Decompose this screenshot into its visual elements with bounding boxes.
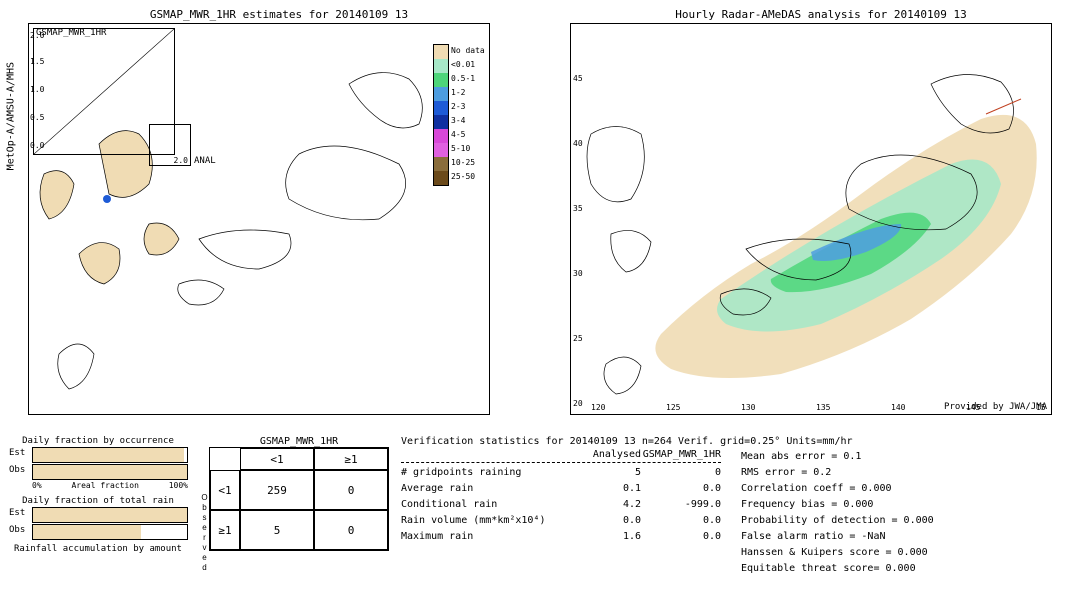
y-tick: 20 — [573, 399, 583, 408]
observed-side: Observed — [200, 470, 209, 596]
cont-c22: 0 — [314, 510, 388, 550]
right-coastline — [571, 24, 1051, 414]
axis-0: 0% — [32, 481, 42, 490]
color-legend: No data<0.010.5-11-22-33-44-55-1010-2525… — [433, 44, 493, 186]
stats-table: Analysed GSMAP_MWR_1HR # gridpoints rain… — [401, 449, 721, 577]
y-tick: 35 — [573, 204, 583, 213]
x-tick: 125 — [666, 403, 680, 412]
metric-line: RMS error = 0.2 — [741, 465, 934, 481]
est-label: Est — [9, 508, 25, 518]
cont-blank — [210, 448, 240, 470]
cont-title: GSMAP_MWR_1HR — [209, 436, 389, 447]
obs-label: Obs — [9, 465, 25, 475]
provided-by: Provided by JWA/JMA — [944, 402, 1047, 412]
top-row: GSMAP_MWR_1HR estimates for 20140109 13 … — [8, 8, 1072, 428]
metric-line: Probability of detection = 0.000 — [741, 513, 934, 529]
cont-c11: 259 — [240, 470, 314, 510]
left-map-box: MetOp-A/AMSU-A/MHS GSMAP_MWR_1HR 2.0 1.5 — [28, 23, 490, 415]
metric-line: Hanssen & Kuipers score = 0.000 — [741, 545, 934, 561]
cont-c21: 5 — [240, 510, 314, 550]
axis-label: Areal fraction — [71, 481, 138, 490]
inset-anal: 2.0 — [149, 124, 191, 166]
tot-title: Daily fraction of total rain — [8, 496, 188, 506]
col-gsmap: GSMAP_MWR_1HR — [641, 449, 721, 460]
y-tick: 25 — [573, 334, 583, 343]
occ-obs-bar: Obs — [32, 464, 188, 480]
occ-est-bar: Est — [32, 447, 188, 463]
right-map-panel: Hourly Radar-AMeDAS analysis for 2014010… — [570, 8, 1072, 428]
stats-row: Average rain0.10.0 — [401, 481, 721, 497]
contingency-table: GSMAP_MWR_1HR <1 ≥1 <1 259 0 ≥1 5 0 — [209, 436, 389, 596]
cont-row1: <1 — [210, 470, 240, 510]
right-map-box: 45 40 35 30 25 20 120 125 130 135 140 14… — [570, 23, 1052, 415]
metric-line: Frequency bias = 0.000 — [741, 497, 934, 513]
bar-section: Daily fraction by occurrence Est Obs 0% A… — [8, 436, 188, 596]
y-tick: 30 — [573, 269, 583, 278]
y-tick: 45 — [573, 74, 583, 83]
left-map-title: GSMAP_MWR_1HR estimates for 20140109 13 — [28, 8, 530, 21]
x-tick: 135 — [816, 403, 830, 412]
inset-tick: 2.0 — [174, 156, 188, 165]
stats-row: # gridpoints raining50 — [401, 465, 721, 481]
obs-label: Obs — [9, 525, 25, 535]
occ-title: Daily fraction by occurrence — [8, 436, 188, 446]
metric-line: False alarm ratio = -NaN — [741, 529, 934, 545]
metric-line: Mean abs error = 0.1 — [741, 449, 934, 465]
stats-row: Rain volume (mm*km²x10⁴)0.00.0 — [401, 513, 721, 529]
metric-line: Equitable threat score= 0.000 — [741, 561, 934, 577]
inset-anal-label: ANAL — [194, 156, 216, 166]
tot-est-bar: Est — [32, 507, 188, 523]
acc-title: Rainfall accumulation by amount — [8, 544, 188, 554]
x-tick: 130 — [741, 403, 755, 412]
col-analysed: Analysed — [571, 449, 641, 460]
metrics-list: Mean abs error = 0.1RMS error = 0.2Corre… — [741, 449, 934, 577]
contingency-wrap: Observed GSMAP_MWR_1HR <1 ≥1 <1 259 0 ≥1… — [200, 436, 389, 596]
cont-col2: ≥1 — [314, 448, 388, 470]
est-label: Est — [9, 448, 25, 458]
tot-obs-bar: Obs — [32, 524, 188, 540]
stats-header: Verification statistics for 20140109 13 … — [401, 436, 1072, 447]
right-map-title: Hourly Radar-AMeDAS analysis for 2014010… — [570, 8, 1072, 21]
stats-row: Conditional rain4.2-999.0 — [401, 497, 721, 513]
metric-line: Correlation coeff = 0.000 — [741, 481, 934, 497]
left-map-panel: GSMAP_MWR_1HR estimates for 20140109 13 … — [28, 8, 530, 428]
y-tick: 40 — [573, 139, 583, 148]
x-tick: 140 — [891, 403, 905, 412]
x-tick: 120 — [591, 403, 605, 412]
axis-100: 100% — [169, 481, 188, 490]
cont-row2: ≥1 — [210, 510, 240, 550]
stats-section: Verification statistics for 20140109 13 … — [401, 436, 1072, 596]
cont-col1: <1 — [240, 448, 314, 470]
left-y-axis-label: MetOp-A/AMSU-A/MHS — [6, 62, 17, 170]
stats-row: Maximum rain1.60.0 — [401, 529, 721, 545]
cont-c12: 0 — [314, 470, 388, 510]
bottom-row: Daily fraction by occurrence Est Obs 0% A… — [8, 436, 1072, 596]
